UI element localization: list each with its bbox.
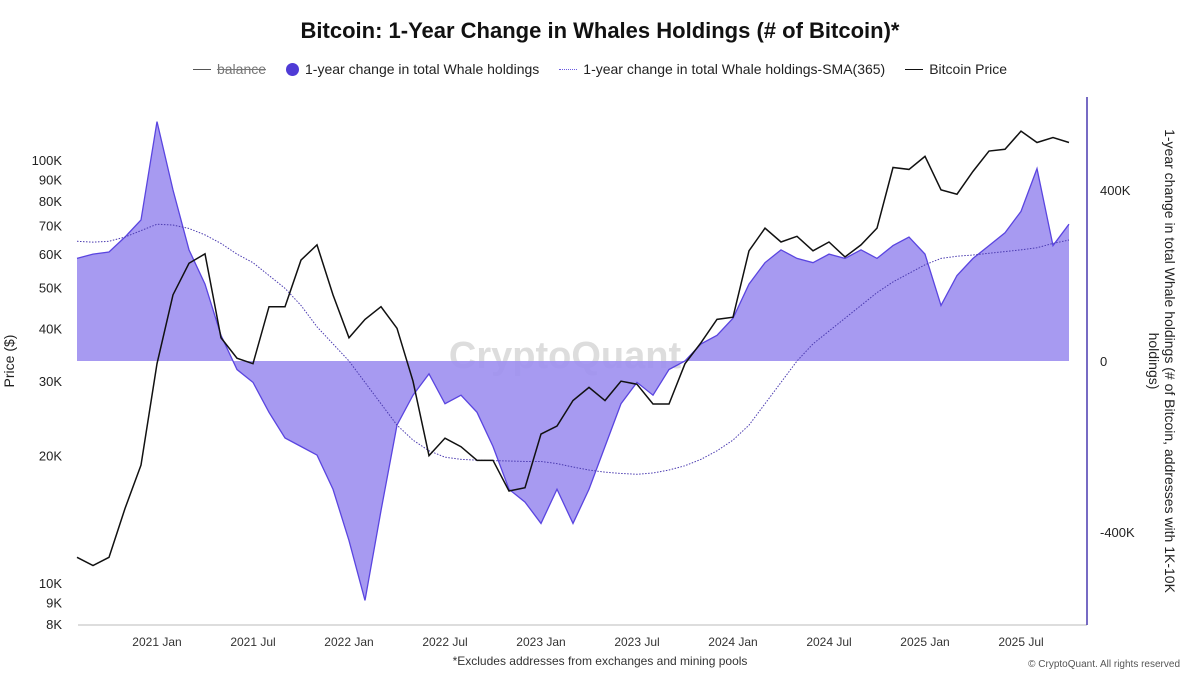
line-swatch-icon xyxy=(192,68,211,70)
copyright: © CryptoQuant. All rights reserved xyxy=(1028,659,1180,670)
left-tick-label: 30K xyxy=(39,374,62,389)
legend-item-balance[interactable]: balance xyxy=(192,61,266,77)
left-tick-label: 100K xyxy=(32,153,63,168)
legend-item-whale-change[interactable]: 1-year change in total Whale holdings xyxy=(286,61,539,77)
whale-change-area xyxy=(77,121,1069,601)
left-tick-label: 8K xyxy=(46,617,62,632)
right-axis-title-line2: holdings) xyxy=(1146,333,1162,390)
right-tick-label: 400K xyxy=(1100,183,1131,198)
x-tick-label: 2021 Jan xyxy=(132,635,181,649)
right-tick-label: 0 xyxy=(1100,354,1107,369)
bitcoin-price-line xyxy=(76,130,1070,567)
dotted-line-swatch-icon xyxy=(559,68,578,70)
dot-swatch-icon xyxy=(286,62,300,76)
left-tick-label: 50K xyxy=(39,280,62,295)
chart-title: Bitcoin: 1-Year Change in Whales Holding… xyxy=(300,18,900,43)
x-tick-label: 2022 Jan xyxy=(324,635,373,649)
left-tick-label: 9K xyxy=(46,595,62,610)
x-tick-label: 2025 Jan xyxy=(900,635,949,649)
x-tick-label: 2024 Jul xyxy=(806,635,851,649)
left-tick-label: 20K xyxy=(39,449,62,464)
sma-line xyxy=(76,223,1070,475)
x-tick-label: 2023 Jan xyxy=(516,635,565,649)
x-tick-label: 2024 Jan xyxy=(708,635,757,649)
line-swatch-icon xyxy=(905,68,924,70)
right-tick-label: -400K xyxy=(1100,525,1135,540)
legend-item-price[interactable]: Bitcoin Price xyxy=(905,61,1007,77)
legend-item-sma[interactable]: 1-year change in total Whale holdings-SM… xyxy=(559,61,885,77)
whale-change-line xyxy=(76,121,1070,601)
x-tick-label: 2025 Jul xyxy=(998,635,1043,649)
left-tick-label: 60K xyxy=(39,247,62,262)
left-tick-label: 10K xyxy=(39,576,62,591)
left-axis-title: Price ($) xyxy=(1,335,17,388)
left-tick-label: 40K xyxy=(39,321,62,336)
x-tick-label: 2023 Jul xyxy=(614,635,659,649)
right-axis-title: 1-year change in total Whale holdings (#… xyxy=(1162,129,1178,593)
footnote: *Excludes addresses from exchanges and m… xyxy=(452,654,748,668)
x-tick-label: 2022 Jul xyxy=(422,635,467,649)
left-tick-label: 70K xyxy=(39,219,62,234)
legend: balance 1-year change in total Whale hol… xyxy=(0,61,1200,77)
x-tick-label: 2021 Jul xyxy=(230,635,275,649)
left-tick-label: 80K xyxy=(39,194,62,209)
left-tick-label: 90K xyxy=(39,172,62,187)
